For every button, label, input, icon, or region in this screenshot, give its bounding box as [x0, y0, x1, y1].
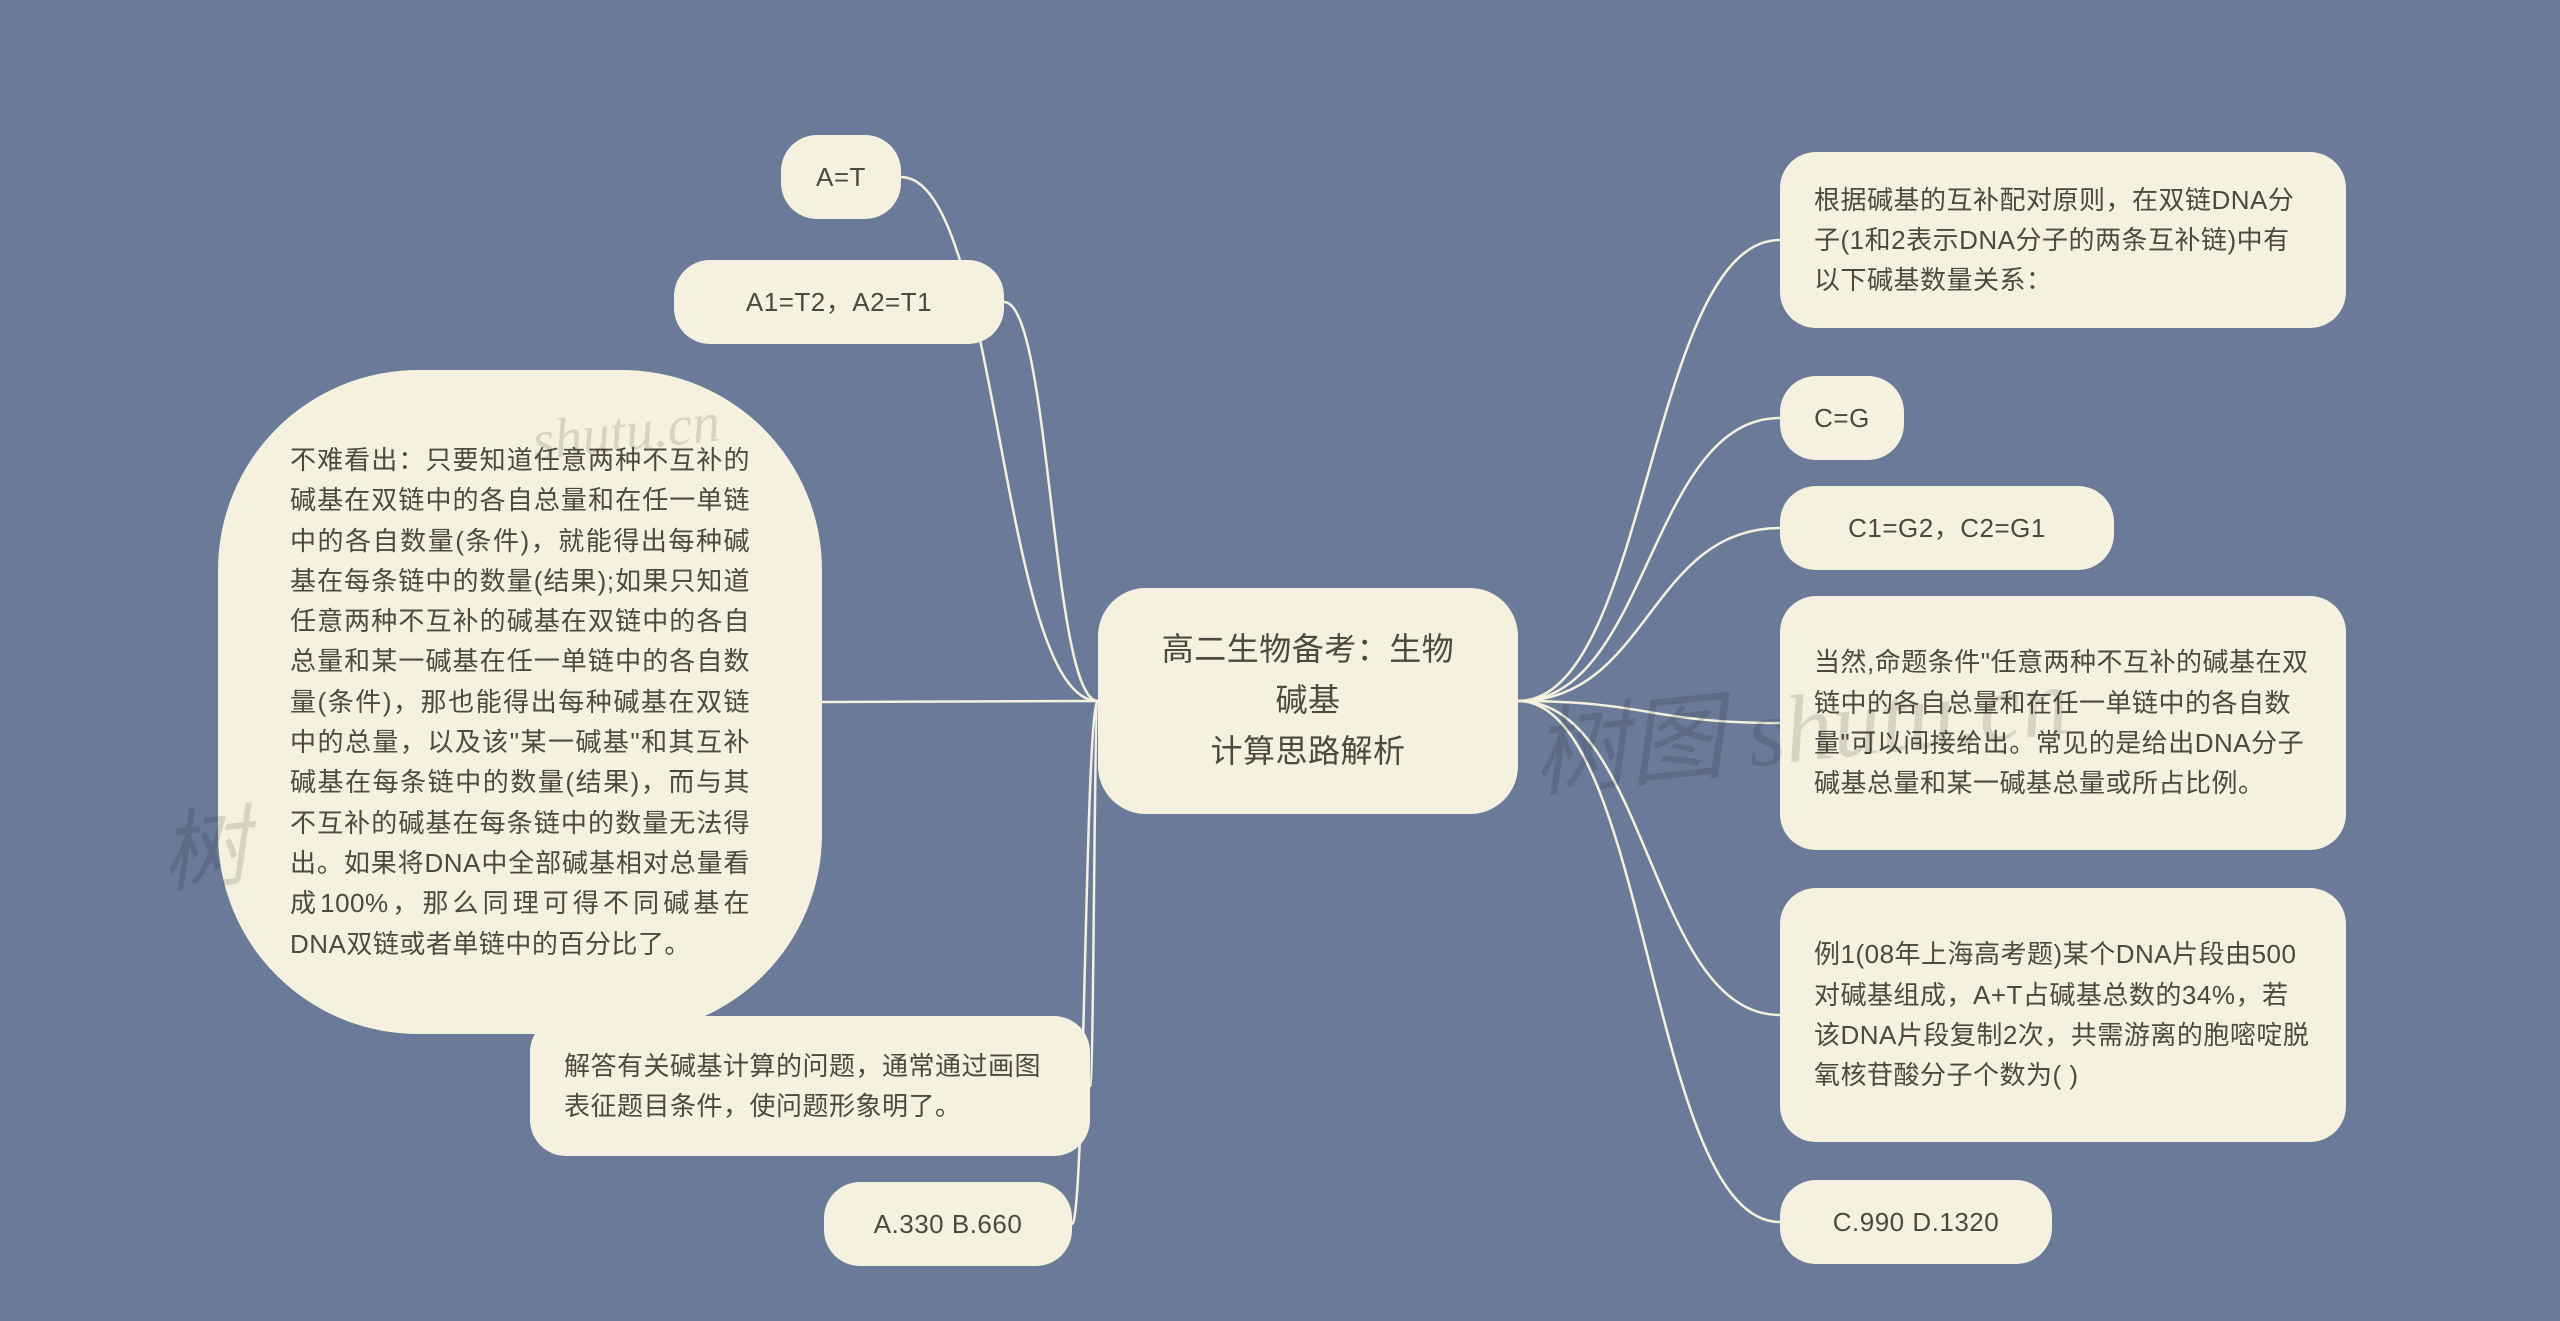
edge [822, 701, 1098, 702]
edge [1518, 701, 1780, 1015]
mind-node[interactable]: A1=T2，A2=T1 [674, 260, 1004, 344]
mind-node[interactable]: C1=G2，C2=G1 [1780, 486, 2114, 570]
mind-node[interactable]: A.330 B.660 [824, 1182, 1072, 1266]
edge [901, 177, 1098, 701]
edge [1090, 701, 1098, 1086]
center-node[interactable]: 高二生物备考：生物碱基计算思路解析 [1098, 588, 1518, 814]
mind-node[interactable]: 当然,命题条件"任意两种不互补的碱基在双链中的各自总量和在任一单链中的各自数量"… [1780, 596, 2346, 850]
edge [1518, 701, 1780, 723]
edge [1518, 418, 1780, 701]
mind-node[interactable]: C.990 D.1320 [1780, 1180, 2052, 1264]
edge [1518, 528, 1780, 701]
mindmap-canvas: 高二生物备考：生物碱基计算思路解析 A=T A1=T2，A2=T1 不难看出：只要知道… [0, 0, 2560, 1321]
mind-node[interactable]: 根据碱基的互补配对原则，在双链DNA分子(1和2表示DNA分子的两条互补链)中有… [1780, 152, 2346, 328]
mind-node[interactable]: 解答有关碱基计算的问题，通常通过画图表征题目条件，使问题形象明了。 [530, 1016, 1090, 1156]
edge [1518, 701, 1780, 1222]
mind-node[interactable]: C=G [1780, 376, 1904, 460]
edge [1518, 240, 1780, 701]
mind-node[interactable]: 不难看出：只要知道任意两种不互补的碱基在双链中的各自总量和在任一单链中的各自数量… [218, 370, 822, 1034]
edge [1004, 302, 1098, 701]
mind-node[interactable]: A=T [781, 135, 901, 219]
mind-node[interactable]: 例1(08年上海高考题)某个DNA片段由500对碱基组成，A+T占碱基总数的34… [1780, 888, 2346, 1142]
